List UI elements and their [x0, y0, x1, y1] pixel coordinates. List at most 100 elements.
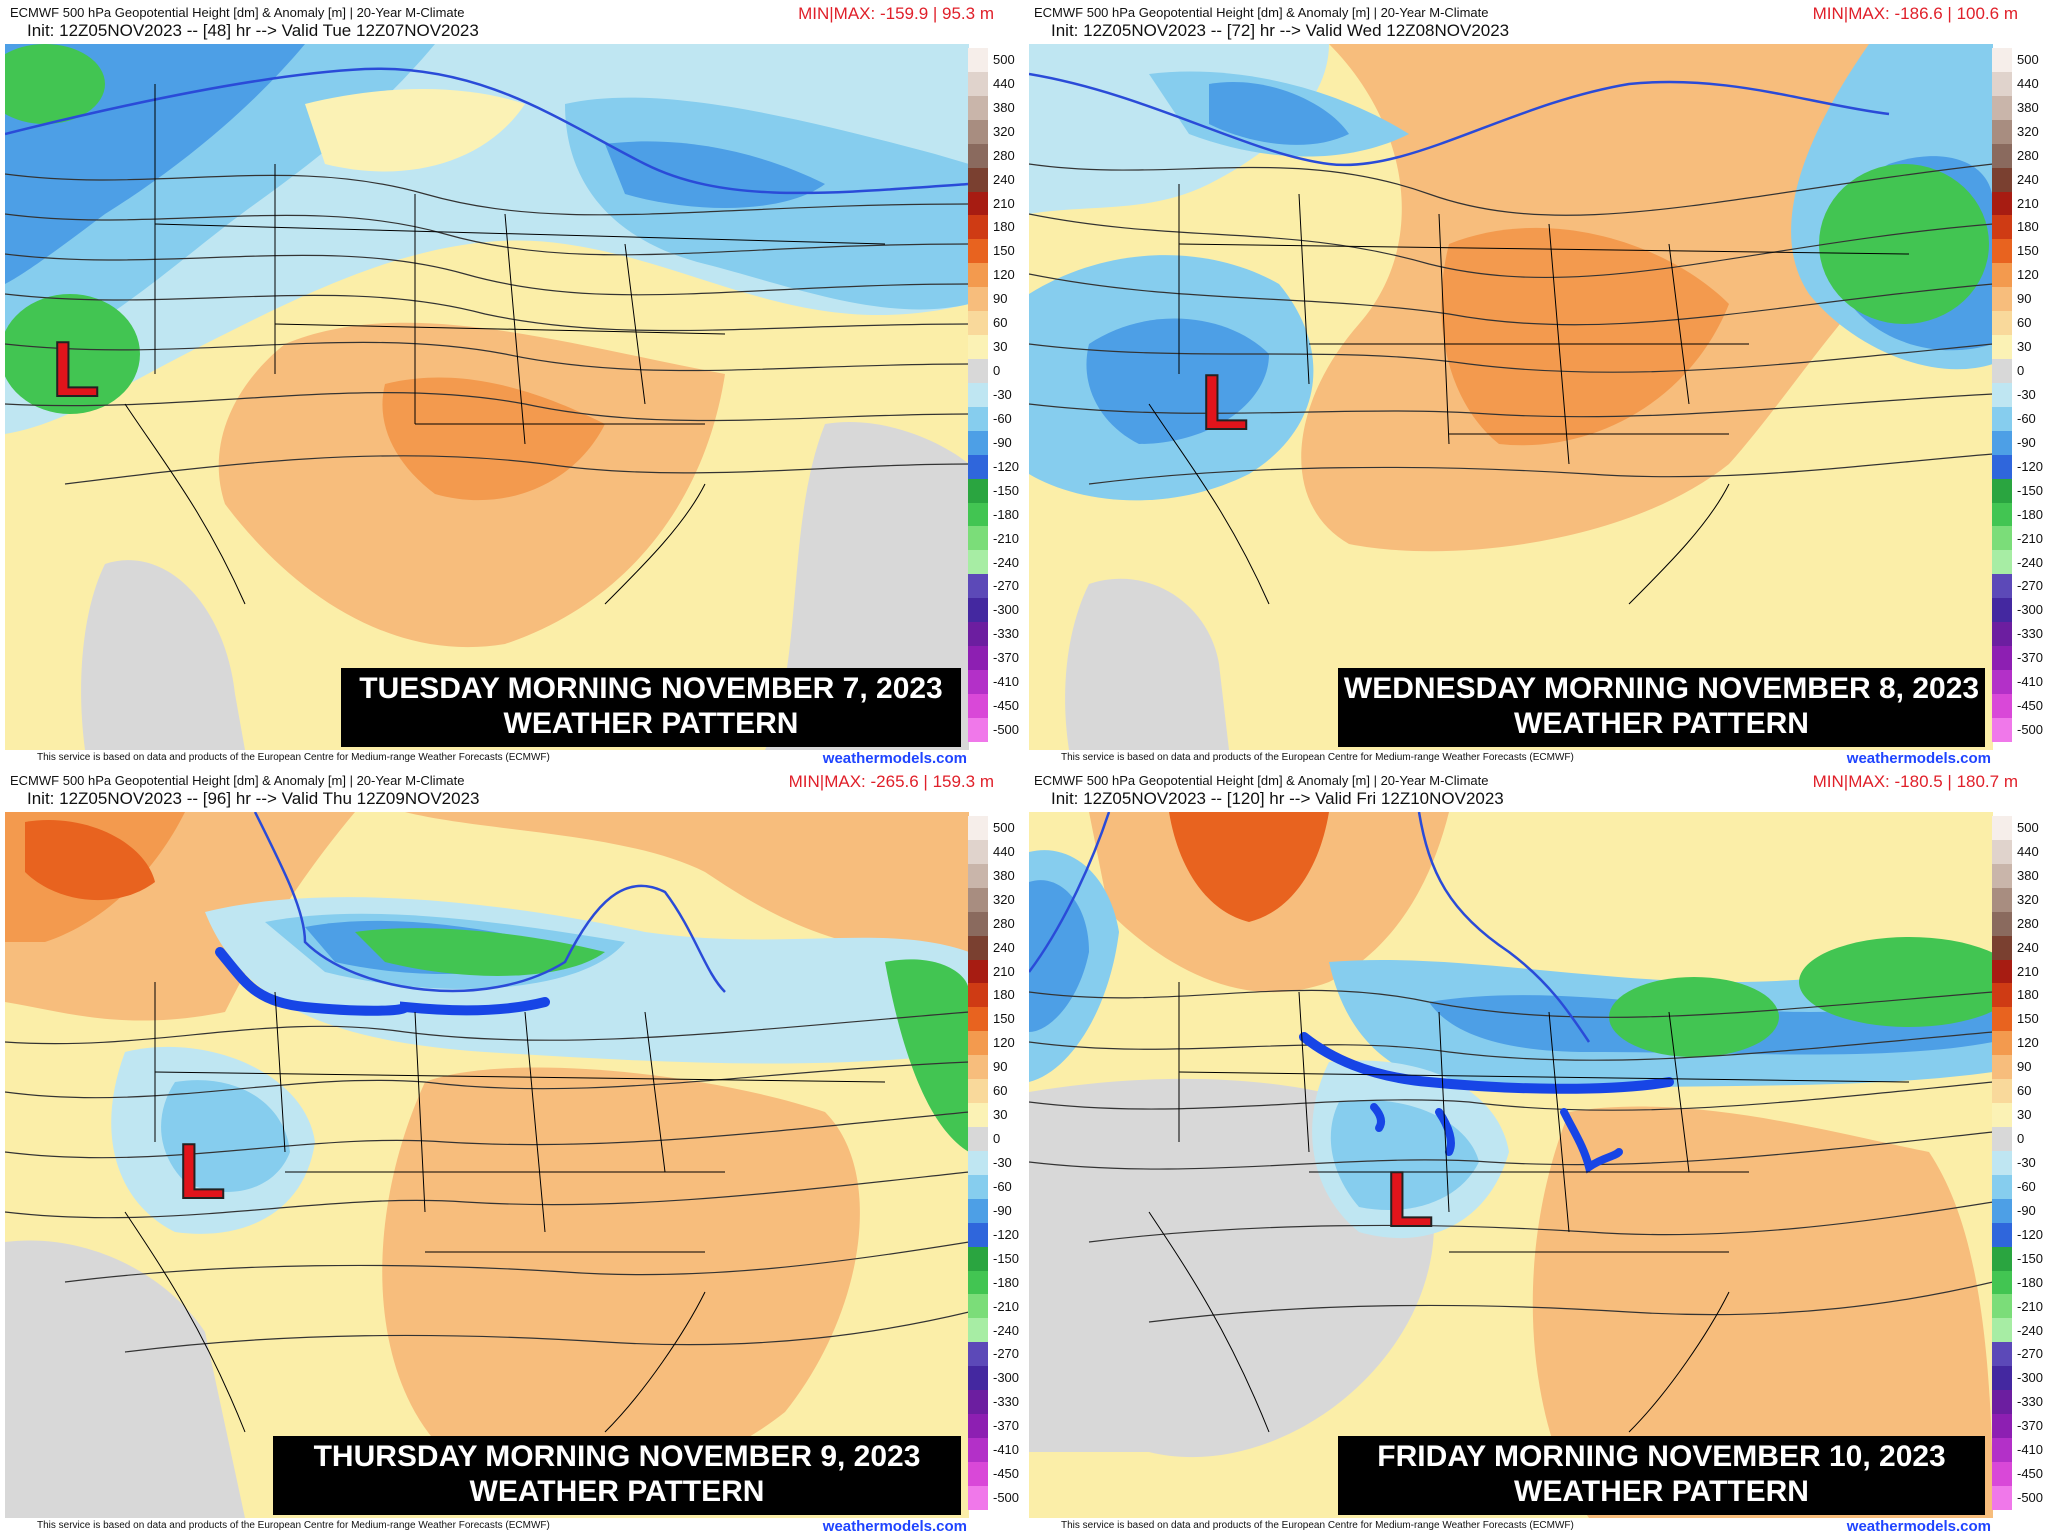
colorbar-segment — [968, 119, 988, 144]
colorbar-tick-label: 240 — [993, 171, 1015, 187]
colorbar-segment — [968, 646, 988, 670]
colorbar-tick-label: -300 — [2017, 1370, 2044, 1386]
colorbar-segment — [968, 1270, 988, 1295]
model-title: ECMWF 500 hPa Geopotential Height [dm] &… — [1034, 5, 1489, 20]
colorbar-tick-label: 180 — [2017, 987, 2039, 1003]
colorbar-tick-label: -30 — [993, 387, 1012, 402]
colorbar-segment — [1992, 1055, 2012, 1080]
colorbar-tick-label: 30 — [993, 1107, 1008, 1123]
colorbar-segment — [968, 191, 988, 216]
colorbar-segment — [1992, 215, 2012, 240]
colorbar-tick-label: -210 — [2017, 530, 2044, 546]
colorbar-tick-label: -370 — [993, 650, 1020, 666]
colorbar-segment — [968, 1103, 988, 1127]
colorbar-segment — [1992, 1342, 2012, 1367]
colorbar-tick-label: -150 — [2017, 482, 2044, 498]
colorbar-segment — [968, 1414, 988, 1438]
colorbar-tick-label: 0 — [993, 363, 1001, 379]
colorbar-tick-label: -180 — [993, 1274, 1020, 1290]
site-link[interactable]: weathermodels.com — [822, 750, 967, 767]
colorbar-segment — [1992, 430, 2012, 455]
colorbar-segment — [1992, 502, 2012, 527]
day-caption: FRIDAY MORNING NOVEMBER 10, 2023 WEATHER… — [1338, 1436, 1985, 1515]
colorbar-segment — [968, 959, 988, 984]
colorbar-segment — [968, 887, 988, 912]
day-caption: WEDNESDAY MORNING NOVEMBER 8, 2023 WEATH… — [1338, 668, 1985, 747]
colorbar-segment — [1992, 983, 2012, 1008]
colorbar-tick-label: -180 — [2017, 1274, 2044, 1290]
colorbar-segment — [1992, 646, 2012, 670]
colorbar-tick-label: -150 — [2017, 1250, 2044, 1266]
colorbar-segment — [968, 598, 988, 623]
colorbar-segment — [968, 71, 988, 96]
colorbar-tick-label: -30 — [993, 1155, 1012, 1170]
colorbar-segment — [1992, 1126, 2012, 1151]
colorbar-segment — [968, 1174, 988, 1199]
colorbar-tick-label: -150 — [993, 1250, 1020, 1266]
colorbar-tick-label: 90 — [2017, 1059, 2032, 1075]
colorbar-tick-label: 150 — [2017, 1011, 2039, 1027]
colorbar-segment — [968, 550, 988, 575]
min-max-readout: MIN|MAX: -186.6 | 100.6 m — [1812, 4, 2018, 23]
colorbar-tick-label: 180 — [993, 219, 1015, 235]
colorbar-segment — [1992, 1150, 2012, 1175]
colorbar-segment — [1992, 1318, 2012, 1343]
site-link[interactable]: weathermodels.com — [1846, 1518, 1991, 1535]
colorbar-tick-label: -450 — [2017, 698, 2044, 714]
colorbar-tick-label: -300 — [993, 1370, 1020, 1386]
colorbar-segment — [968, 48, 988, 72]
colorbar-tick-label: 0 — [2017, 1131, 2025, 1147]
colorbar-labels: 500 440 380 320 280 240 210 180 150 120 90 60 30 0 -30… — [2017, 48, 2047, 742]
colorbar-segment — [968, 1222, 988, 1247]
colorbar-tick-label: 210 — [993, 195, 1015, 211]
colorbar-segment — [1992, 1270, 2012, 1295]
colorbar-tick-label: 120 — [993, 1035, 1015, 1051]
colorbar-tick-label: 280 — [2017, 915, 2039, 931]
site-link[interactable]: weathermodels.com — [822, 1518, 967, 1535]
caption-subtitle: WEATHER PATTERN — [503, 707, 799, 740]
colorbar-tick-label: -120 — [993, 458, 1020, 474]
colorbar-segment — [968, 263, 988, 288]
colorbar-tick-label: 0 — [2017, 363, 2025, 379]
colorbar-segment — [1992, 816, 2012, 840]
colorbar-tick-label: 60 — [993, 315, 1008, 331]
init-valid-line: Init: 12Z05NOV2023 -- [120] hr --> Valid… — [1051, 789, 1504, 808]
colorbar-tick-label: -270 — [993, 578, 1020, 594]
caption-subtitle: WEATHER PATTERN — [1514, 1475, 1809, 1508]
colorbar-tick-label: 30 — [2017, 339, 2032, 355]
colorbar-segment — [1992, 454, 2012, 479]
colorbar-segment — [1992, 1198, 2012, 1223]
colorbar-tick-label: -330 — [2017, 626, 2044, 642]
colorbar-tick-label: -370 — [993, 1418, 1020, 1434]
colorbar-segment — [968, 1007, 988, 1032]
colorbar-tick-label: -30 — [2017, 387, 2036, 402]
colorbar-tick-label: -330 — [993, 626, 1020, 642]
ecmwf-credit: This service is based on data and produc… — [1061, 1520, 1574, 1531]
low-pressure-marker: L — [1385, 1155, 1435, 1243]
caption-date: FRIDAY MORNING NOVEMBER 10, 2023 — [1377, 1440, 1946, 1473]
colorbar-tick-label: 0 — [993, 1131, 1001, 1147]
anomaly-colorbar — [1992, 48, 2012, 742]
colorbar-segment — [1992, 959, 2012, 984]
colorbar-tick-label: 150 — [993, 1011, 1015, 1027]
colorbar-segment — [968, 1485, 988, 1510]
colorbar-tick-label: 440 — [2017, 843, 2039, 859]
caption-subtitle: WEATHER PATTERN — [469, 1475, 765, 1508]
site-link[interactable]: weathermodels.com — [1846, 750, 1991, 767]
colorbar-segment — [968, 693, 988, 718]
colorbar-tick-label: 240 — [2017, 939, 2039, 955]
colorbar-segment — [968, 1461, 988, 1486]
colorbar-tick-label: -370 — [2017, 1418, 2044, 1434]
colorbar-tick-label: -240 — [2017, 554, 2044, 570]
colorbar-tick-label: 120 — [2017, 267, 2039, 283]
colorbar-segment — [968, 478, 988, 503]
colorbar-segment — [968, 1246, 988, 1271]
colorbar-tick-label: 280 — [993, 147, 1015, 163]
colorbar-tick-label: 380 — [993, 99, 1015, 115]
colorbar-tick-label: -60 — [2017, 410, 2036, 426]
colorbar-tick-label: 240 — [2017, 171, 2039, 187]
colorbar-tick-label: 320 — [2017, 891, 2039, 907]
low-pressure-marker: L — [177, 1127, 227, 1215]
colorbar-tick-label: 320 — [993, 891, 1015, 907]
colorbar-tick-label: 180 — [993, 987, 1015, 1003]
